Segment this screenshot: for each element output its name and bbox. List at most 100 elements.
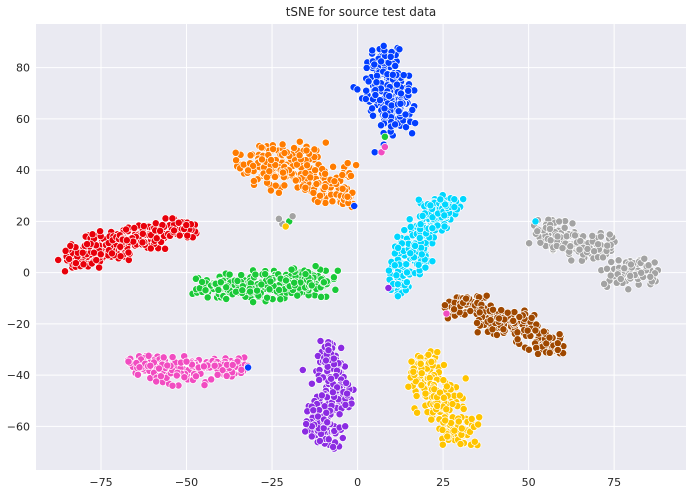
- scatter-point: [182, 221, 191, 230]
- series-0: [349, 41, 420, 149]
- scatter-point: [620, 264, 629, 273]
- scatter-point: [372, 78, 381, 87]
- scatter-point: [566, 242, 575, 251]
- scatter-point: [170, 226, 179, 235]
- scatter-point: [329, 354, 338, 363]
- scatter-point: [567, 256, 576, 265]
- scatter-point: [302, 146, 311, 155]
- scatter-point: [513, 328, 522, 337]
- scatter-point: [310, 145, 319, 154]
- scatter-point: [213, 370, 222, 379]
- scatter-point: [450, 203, 459, 212]
- scatter-point: [71, 259, 80, 268]
- scatter-point: [462, 294, 471, 303]
- scatter-point: [274, 214, 283, 223]
- scatter-point: [588, 231, 597, 240]
- scatter-point: [603, 241, 612, 250]
- scatter-point: [523, 326, 532, 335]
- scatter-point: [192, 372, 200, 381]
- scatter-point: [130, 224, 139, 232]
- scatter-point: [321, 138, 330, 147]
- series-5: [525, 215, 662, 294]
- scatter-point: [546, 236, 555, 245]
- scatter-point: [527, 313, 536, 322]
- series-4: [384, 191, 468, 301]
- scatter-point: [66, 241, 75, 250]
- scatter-point: [95, 263, 104, 272]
- scatter-point: [330, 177, 339, 186]
- scatter-point: [475, 308, 484, 317]
- scatter-point: [470, 437, 479, 446]
- x-tick-label: 0: [354, 476, 361, 489]
- scatter-point: [388, 70, 397, 79]
- scatter-point: [626, 271, 635, 280]
- x-tick-label: 75: [607, 476, 621, 489]
- scatter-point: [267, 156, 276, 164]
- scatter-point: [401, 110, 410, 119]
- scatter-point: [175, 231, 184, 240]
- scatter-point: [428, 257, 437, 266]
- y-tick-label: 40: [16, 164, 30, 177]
- scatter-point: [327, 374, 336, 383]
- scatter-point: [225, 270, 234, 279]
- scatter-point: [640, 254, 649, 263]
- scatter-point: [163, 361, 172, 370]
- scatter-point: [450, 195, 459, 204]
- scatter-point: [421, 389, 430, 398]
- x-tick-label: −75: [89, 476, 112, 489]
- scatter-point: [138, 238, 147, 247]
- scatter-point: [456, 440, 465, 448]
- scatter-point: [525, 239, 534, 248]
- scatter-point: [88, 230, 97, 239]
- scatter-point: [168, 353, 177, 362]
- scatter-point: [473, 328, 482, 337]
- scatter-point: [138, 229, 147, 238]
- scatter-point: [560, 223, 569, 232]
- scatter-point: [338, 184, 347, 193]
- scatter-point: [515, 313, 524, 321]
- scatter-point: [278, 140, 287, 149]
- scatter-point: [439, 361, 448, 369]
- scatter-point: [244, 166, 253, 175]
- scatter-point: [237, 365, 246, 374]
- scatter-point: [440, 211, 449, 220]
- scatter-point: [497, 306, 506, 315]
- scatter-point: [600, 279, 609, 288]
- y-tick-label: 80: [16, 62, 30, 75]
- scatter-point: [309, 188, 318, 197]
- scatter-point: [335, 410, 344, 419]
- scatter-point: [116, 242, 125, 251]
- scatter-point: [583, 245, 592, 253]
- scatter-point: [364, 77, 373, 86]
- scatter-point: [426, 201, 435, 210]
- scatter-point: [222, 295, 231, 303]
- series-6: [440, 291, 568, 358]
- scatter-point: [116, 252, 125, 261]
- scatter-point: [439, 376, 448, 385]
- scatter-point: [257, 143, 266, 152]
- scatter-point: [90, 248, 98, 257]
- scatter-point: [333, 266, 342, 275]
- scatter-point: [546, 224, 554, 233]
- scatter-point: [324, 435, 333, 444]
- scatter-point: [545, 348, 554, 357]
- scatter-point: [440, 301, 449, 310]
- scatter-points: [54, 41, 662, 453]
- scatter-point: [83, 240, 92, 249]
- x-tick-label: 50: [522, 476, 536, 489]
- scatter-point: [393, 80, 401, 89]
- scatter-point: [257, 280, 266, 289]
- y-tick-label: −60: [7, 420, 30, 433]
- scatter-point: [627, 260, 635, 269]
- scatter-point: [319, 278, 328, 287]
- scatter-point: [216, 278, 225, 287]
- scatter-point: [269, 145, 278, 154]
- scatter-point: [459, 195, 468, 204]
- scatter-point: [342, 378, 351, 387]
- scatter-point: [545, 333, 554, 342]
- scatter-point: [172, 371, 181, 380]
- scatter-point: [605, 230, 614, 239]
- scatter-point: [65, 255, 74, 263]
- scatter-point: [182, 357, 191, 366]
- x-tick-label: −25: [260, 476, 283, 489]
